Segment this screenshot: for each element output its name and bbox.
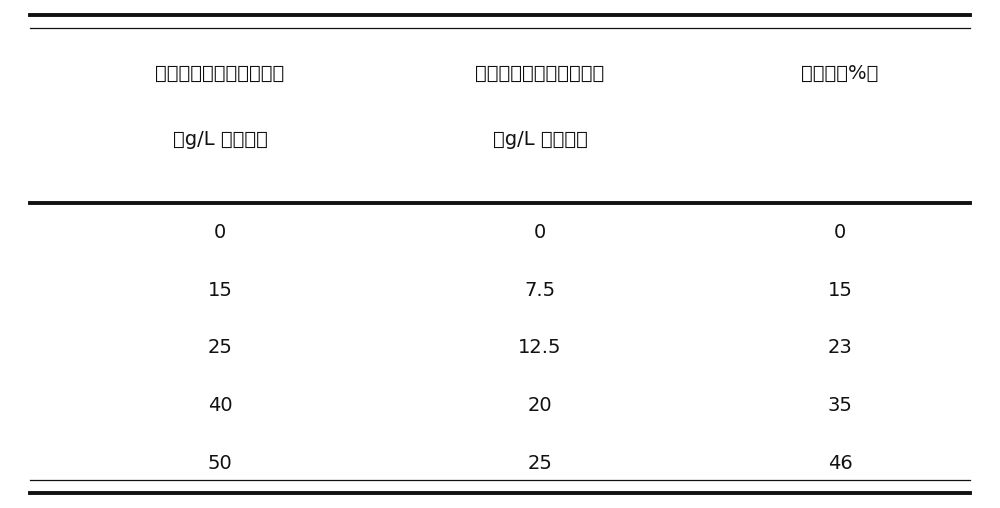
Text: 40: 40 xyxy=(208,396,232,416)
Text: 15: 15 xyxy=(208,280,232,300)
Text: （g/L 浓缩液）: （g/L 浓缩液） xyxy=(493,130,587,149)
Text: 46: 46 xyxy=(828,454,852,473)
Text: 50: 50 xyxy=(208,454,232,473)
Text: 0: 0 xyxy=(834,223,846,242)
Text: 7.5: 7.5 xyxy=(524,280,556,300)
Text: 0: 0 xyxy=(214,223,226,242)
Text: 35: 35 xyxy=(828,396,852,416)
Text: 12.5: 12.5 xyxy=(518,338,562,358)
Text: （g/L 浓缩液）: （g/L 浓缩液） xyxy=(173,130,267,149)
Text: 20: 20 xyxy=(528,396,552,416)
Text: 0: 0 xyxy=(534,223,546,242)
Text: 23: 23 xyxy=(828,338,852,358)
Text: 强酸型阳离子树脂添加量: 强酸型阳离子树脂添加量 xyxy=(155,64,285,83)
Text: 25: 25 xyxy=(208,338,232,358)
Text: 弱酸型阳离子树脂添加量: 弱酸型阳离子树脂添加量 xyxy=(475,64,605,83)
Text: 25: 25 xyxy=(528,454,552,473)
Text: 15: 15 xyxy=(828,280,852,300)
Text: 脱钙率（%）: 脱钙率（%） xyxy=(801,64,879,83)
